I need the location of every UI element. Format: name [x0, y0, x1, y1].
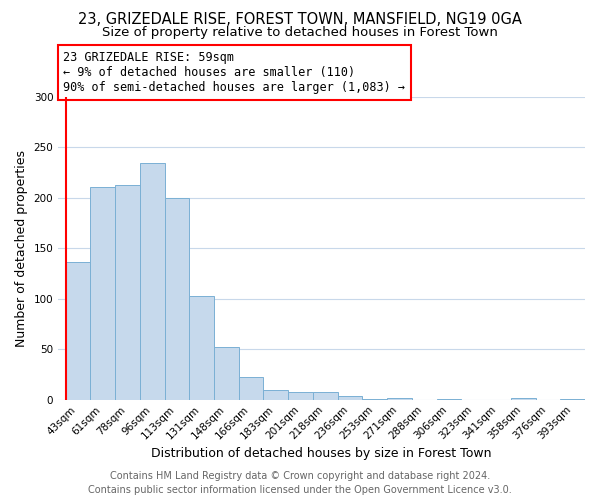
Bar [214, 347, 239, 400]
Bar [189, 296, 214, 400]
Bar [338, 396, 362, 400]
Text: Size of property relative to detached houses in Forest Town: Size of property relative to detached ho… [102, 26, 498, 39]
Bar [91, 186, 115, 400]
Bar [65, 262, 91, 400]
X-axis label: Distribution of detached houses by size in Forest Town: Distribution of detached houses by size … [151, 447, 492, 460]
Bar [560, 398, 585, 400]
Bar [511, 398, 536, 400]
Text: 23 GRIZEDALE RISE: 59sqm
← 9% of detached houses are smaller (110)
90% of semi-d: 23 GRIZEDALE RISE: 59sqm ← 9% of detache… [64, 51, 406, 94]
Bar [239, 376, 263, 400]
Y-axis label: Number of detached properties: Number of detached properties [15, 150, 28, 347]
Bar [437, 398, 461, 400]
Bar [140, 164, 164, 400]
Bar [288, 392, 313, 400]
Bar [313, 392, 338, 400]
Bar [263, 390, 288, 400]
Text: Contains HM Land Registry data © Crown copyright and database right 2024.
Contai: Contains HM Land Registry data © Crown c… [88, 471, 512, 495]
Bar [362, 398, 387, 400]
Bar [115, 184, 140, 400]
Bar [387, 398, 412, 400]
Text: 23, GRIZEDALE RISE, FOREST TOWN, MANSFIELD, NG19 0GA: 23, GRIZEDALE RISE, FOREST TOWN, MANSFIE… [78, 12, 522, 28]
Bar [164, 198, 189, 400]
